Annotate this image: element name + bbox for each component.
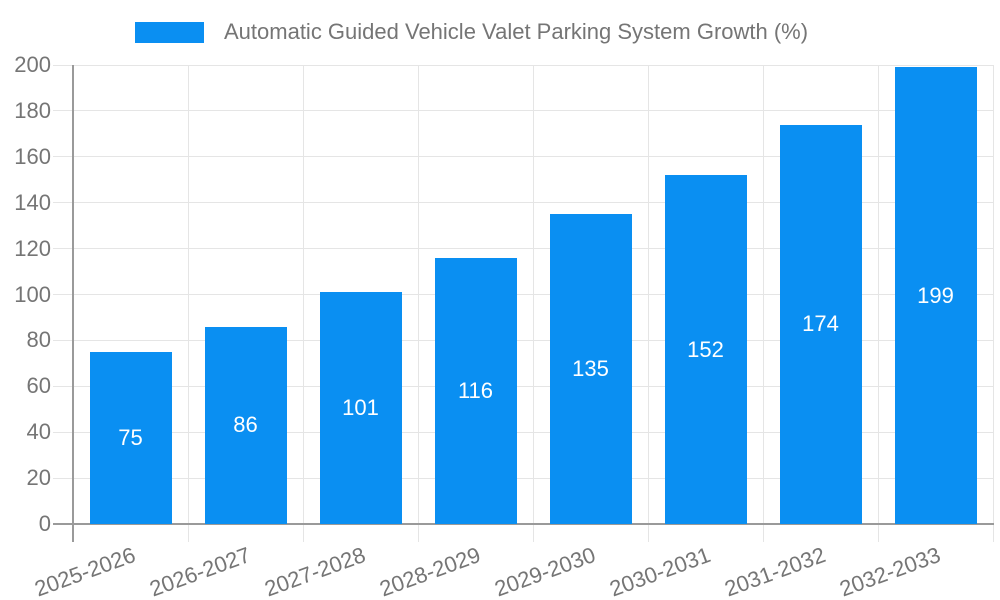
bar-2026-2027[interactable]: 86 xyxy=(204,326,287,524)
x-axis-tick xyxy=(417,524,419,542)
gridline-vertical xyxy=(532,65,534,524)
bar-value-label: 135 xyxy=(572,356,609,382)
y-axis-tick xyxy=(53,385,73,387)
x-axis-tick xyxy=(647,524,649,542)
bar-2027-2028[interactable]: 101 xyxy=(319,292,402,524)
y-axis-tick xyxy=(53,339,73,341)
x-axis-label: 2028-2029 xyxy=(376,542,485,600)
x-axis-label: 2026-2027 xyxy=(146,542,255,600)
bar-2032-2033[interactable]: 199 xyxy=(894,67,977,524)
legend-swatch-icon xyxy=(135,21,204,43)
y-axis-label: 40 xyxy=(26,419,51,445)
gridline-vertical xyxy=(302,65,304,524)
bar-value-label: 86 xyxy=(233,412,258,438)
y-axis-label: 120 xyxy=(14,235,51,261)
x-axis-label: 2025-2026 xyxy=(31,542,140,600)
y-axis-label: 100 xyxy=(14,281,51,307)
bar-value-label: 101 xyxy=(342,395,379,421)
x-axis-line xyxy=(53,523,994,525)
y-axis-tick xyxy=(53,110,73,112)
bar-value-label: 174 xyxy=(802,311,839,337)
gridline-vertical xyxy=(417,65,419,524)
y-axis-label: 80 xyxy=(26,327,51,353)
gridline-vertical xyxy=(647,65,649,524)
gridline-vertical xyxy=(877,65,879,524)
legend-label: Automatic Guided Vehicle Valet Parking S… xyxy=(224,19,809,44)
gridline-vertical xyxy=(187,65,189,524)
y-axis-tick xyxy=(53,248,73,250)
y-axis-tick xyxy=(53,202,73,204)
x-axis-tick xyxy=(762,524,764,542)
y-axis-label: 0 xyxy=(38,511,51,536)
x-axis-label: 2029-2030 xyxy=(491,542,600,600)
x-axis-label: 2031-2032 xyxy=(721,542,830,600)
x-axis-tick xyxy=(302,524,304,542)
x-axis-label: 2032-2033 xyxy=(836,542,945,600)
x-axis-tick xyxy=(992,524,994,542)
y-axis-label: 20 xyxy=(26,465,51,491)
y-axis-tick xyxy=(53,156,73,158)
x-axis-label: 2030-2031 xyxy=(606,542,715,600)
x-axis-tick xyxy=(187,524,189,542)
bar-2025-2026[interactable]: 75 xyxy=(89,351,172,524)
bar-2031-2032[interactable]: 174 xyxy=(779,124,862,524)
bar-2028-2029[interactable]: 116 xyxy=(434,257,517,524)
bar-value-label: 152 xyxy=(687,336,724,362)
y-axis-label: 180 xyxy=(14,97,51,123)
gridline-vertical xyxy=(762,65,764,524)
y-axis-label: 140 xyxy=(14,189,51,215)
y-axis-label: 200 xyxy=(14,52,51,77)
x-axis-label: 2027-2028 xyxy=(261,542,370,600)
x-axis-tick xyxy=(877,524,879,542)
y-axis-tick xyxy=(53,294,73,295)
x-axis-tick xyxy=(532,524,534,542)
bar-value-label: 116 xyxy=(457,377,494,403)
gridline-vertical xyxy=(992,65,994,524)
legend[interactable]: Automatic Guided Vehicle Valet Parking S… xyxy=(135,20,808,44)
y-axis-tick xyxy=(53,477,73,479)
y-axis-tick xyxy=(53,64,73,66)
y-axis-label: 60 xyxy=(26,373,51,399)
y-axis-line xyxy=(72,65,74,542)
bar-value-label: 199 xyxy=(917,282,954,308)
bar-2029-2030[interactable]: 135 xyxy=(549,214,632,524)
y-axis-tick xyxy=(53,431,73,433)
bar-2030-2031[interactable]: 152 xyxy=(664,175,747,524)
bar-value-label: 75 xyxy=(118,424,143,450)
y-axis-label: 160 xyxy=(14,143,51,169)
